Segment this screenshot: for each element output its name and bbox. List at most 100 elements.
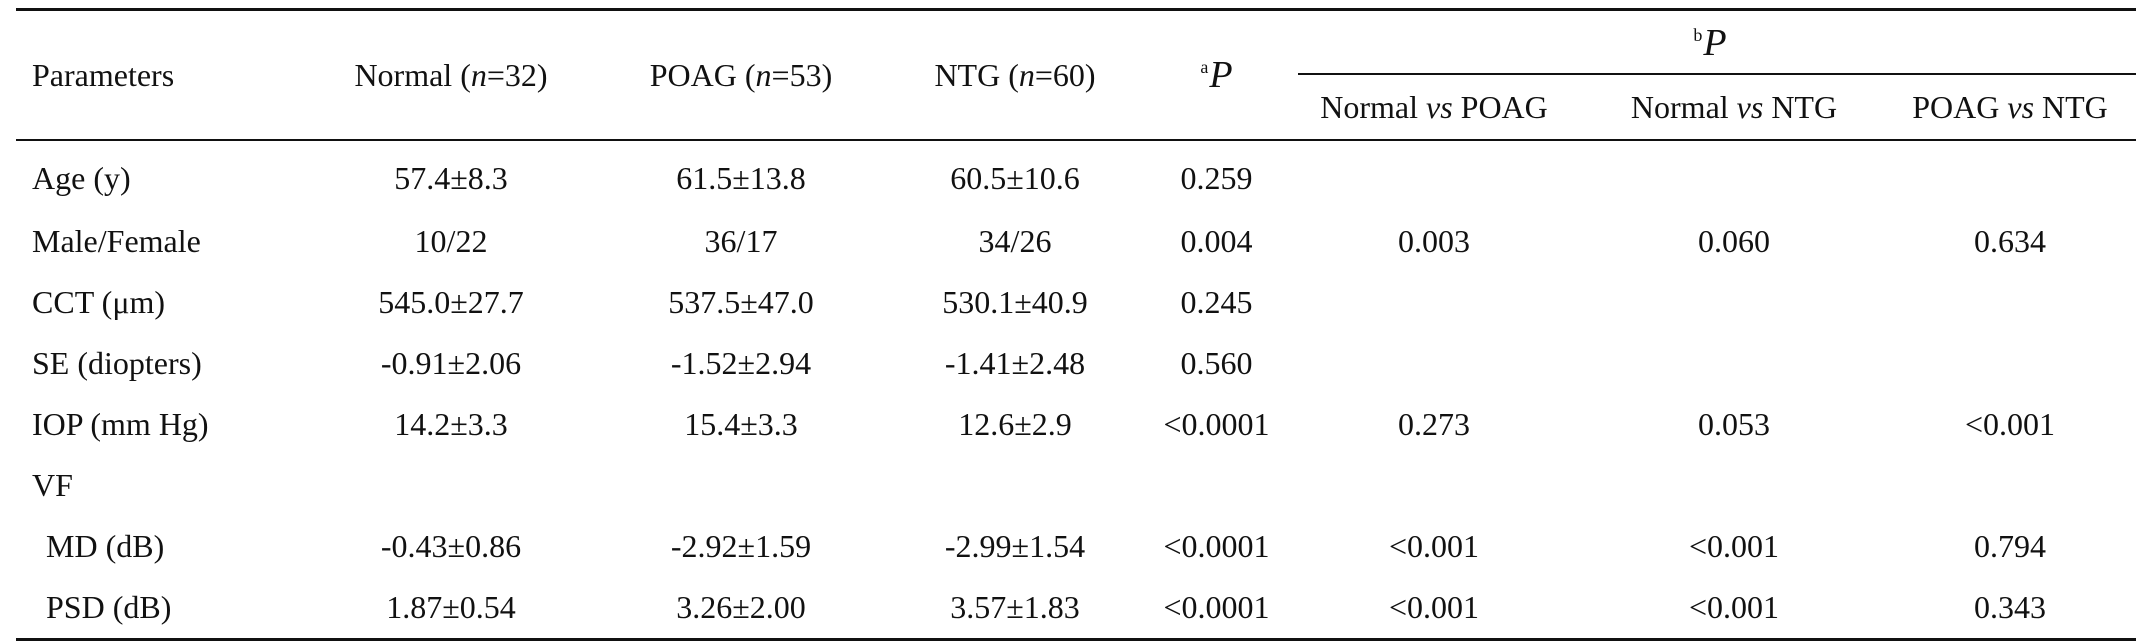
header-poag-value: =53) bbox=[771, 56, 833, 93]
cell-normal: -0.43±0.86 bbox=[380, 528, 522, 564]
table-row: Male/Female 10/22 36/17 34/26 0.004 0.00… bbox=[16, 211, 2136, 272]
cell-normal-vs-ntg: <0.001 bbox=[1688, 589, 1780, 625]
cell-normal-vs-ntg bbox=[1584, 272, 1884, 333]
cell-normal: 57.4±8.3 bbox=[394, 159, 508, 196]
cell-ntg: 530.1±40.9 bbox=[942, 284, 1088, 320]
cell-normal-vs-ntg: 0.053 bbox=[1698, 406, 1770, 442]
header-ntg-n: n bbox=[1018, 56, 1035, 93]
header-poag-n: n bbox=[755, 56, 772, 93]
cell-normal-vs-poag bbox=[1284, 272, 1584, 333]
cell-a-p: <0.0001 bbox=[1163, 406, 1270, 442]
header-ntg-value: =60) bbox=[1034, 56, 1096, 93]
cell-ntg: 12.6±2.9 bbox=[958, 406, 1072, 442]
header-b-p: bP bbox=[1284, 10, 2137, 75]
table-row: Age (y) 57.4±8.3 61.5±13.8 60.5±10.6 0.2… bbox=[16, 140, 2136, 211]
comparison-left: POAG bbox=[1912, 88, 2008, 125]
header-normal: Normal (n=32) bbox=[301, 9, 601, 141]
cell-normal: 1.87±0.54 bbox=[386, 589, 516, 625]
header-a-p-superscript: a bbox=[1200, 57, 1209, 77]
comparison-left: Normal bbox=[1630, 88, 1737, 125]
cell-poag-vs-ntg: 0.343 bbox=[1974, 589, 2047, 625]
table-row: PSD (dB) 1.87±0.54 3.26±2.00 3.57±1.83 <… bbox=[16, 577, 2137, 640]
cell-poag-vs-ntg: <0.001 bbox=[1964, 406, 2056, 442]
comparison-left: Normal bbox=[1320, 88, 1426, 125]
cell-poag-vs-ntg bbox=[1884, 272, 2136, 333]
cell-parameter: PSD (dB) bbox=[46, 589, 172, 625]
table-row: MD (dB) -0.43±0.86 -2.92±1.59 -2.99±1.54… bbox=[16, 516, 2136, 577]
cell-normal: 10/22 bbox=[414, 223, 488, 259]
cell-ntg: -1.41±2.48 bbox=[944, 345, 1086, 381]
cell-a-p: <0.0001 bbox=[1163, 589, 1270, 625]
cell-poag bbox=[601, 455, 881, 516]
cell-a-p bbox=[1149, 455, 1284, 516]
cell-poag: 61.5±13.8 bbox=[676, 159, 806, 196]
cell-a-p: 0.259 bbox=[1180, 159, 1253, 196]
cell-a-p: <0.0001 bbox=[1163, 528, 1270, 564]
cell-normal-vs-poag: <0.001 bbox=[1388, 528, 1480, 564]
cell-ntg bbox=[881, 455, 1149, 516]
table-row: CCT (μm) 545.0±27.7 537.5±47.0 530.1±40.… bbox=[16, 272, 2136, 333]
cell-normal: 14.2±3.3 bbox=[394, 406, 508, 442]
cell-poag: -1.52±2.94 bbox=[670, 345, 812, 381]
cell-normal: 545.0±27.7 bbox=[378, 284, 524, 320]
cell-poag: 15.4±3.3 bbox=[684, 406, 798, 442]
table-body: Age (y) 57.4±8.3 61.5±13.8 60.5±10.6 0.2… bbox=[16, 140, 2137, 640]
header-parameters: Parameters bbox=[16, 9, 301, 141]
header-b-p-superscript: b bbox=[1693, 25, 1703, 45]
cell-poag: 3.26±2.00 bbox=[676, 589, 806, 625]
comparison-table-container: Parameters Normal (n=32) POAG (n=53) NTG… bbox=[16, 8, 2137, 641]
header-row-1: Parameters Normal (n=32) POAG (n=53) NTG… bbox=[16, 9, 2137, 141]
cell-normal-vs-poag bbox=[1284, 140, 1584, 211]
header-a-p-symbol: P bbox=[1209, 54, 1233, 96]
cell-normal-vs-poag bbox=[1284, 455, 1584, 516]
cell-normal-vs-poag: 0.003 bbox=[1398, 223, 1470, 259]
cell-normal-vs-ntg: <0.001 bbox=[1688, 528, 1780, 564]
cell-poag-vs-ntg bbox=[1884, 333, 2136, 394]
cell-normal-vs-poag: 0.273 bbox=[1398, 406, 1470, 442]
cell-poag-vs-ntg bbox=[1884, 140, 2136, 211]
cell-a-p: 0.004 bbox=[1180, 223, 1253, 259]
header-normal-vs-ntg: Normal vs NTG bbox=[1584, 75, 1884, 141]
cell-parameter: Male/Female bbox=[32, 223, 201, 259]
table-header: Parameters Normal (n=32) POAG (n=53) NTG… bbox=[16, 9, 2137, 141]
header-row-2: Normal vs POAG Normal vs NTG POAG vs NTG bbox=[16, 75, 2137, 141]
cell-normal-vs-ntg bbox=[1584, 455, 1884, 516]
comparison-right: NTG bbox=[1763, 88, 1838, 125]
header-b-p-symbol: P bbox=[1703, 22, 1727, 64]
header-normal-label: Normal ( bbox=[354, 56, 471, 93]
header-poag-label: POAG ( bbox=[649, 56, 756, 93]
comparison-right: NTG bbox=[2034, 88, 2108, 125]
cell-ntg: 3.57±1.83 bbox=[950, 589, 1080, 625]
cell-parameter: CCT (μm) bbox=[32, 284, 166, 320]
cell-poag: 537.5±47.0 bbox=[668, 284, 814, 320]
header-normal-n: n bbox=[470, 56, 487, 93]
cell-normal-vs-poag bbox=[1284, 333, 1584, 394]
cell-normal-vs-ntg bbox=[1584, 333, 1884, 394]
cell-normal-vs-ntg bbox=[1584, 140, 1884, 211]
cell-normal-vs-poag: <0.001 bbox=[1388, 589, 1480, 625]
table-row: SE (diopters) -0.91±2.06 -1.52±2.94 -1.4… bbox=[16, 333, 2136, 394]
header-poag: POAG (n=53) bbox=[601, 9, 881, 141]
cell-parameter: MD (dB) bbox=[46, 528, 165, 564]
comparison-right: POAG bbox=[1452, 88, 1548, 125]
cell-ntg: 34/26 bbox=[978, 223, 1052, 259]
cell-normal-vs-ntg: 0.060 bbox=[1698, 223, 1770, 259]
cell-parameter: SE (diopters) bbox=[32, 345, 202, 381]
cell-poag: -2.92±1.59 bbox=[670, 528, 812, 564]
header-a-p: aP bbox=[1149, 9, 1284, 141]
cell-normal: -0.91±2.06 bbox=[380, 345, 522, 381]
header-ntg: NTG (n=60) bbox=[881, 9, 1149, 141]
table-row-group-header: VF bbox=[16, 455, 2136, 516]
cell-poag-vs-ntg bbox=[1884, 455, 2136, 516]
cell-normal bbox=[301, 455, 601, 516]
cell-ntg: -2.99±1.54 bbox=[944, 528, 1086, 564]
cell-a-p: 0.245 bbox=[1180, 284, 1253, 320]
comparison-vs: vs bbox=[2007, 88, 2035, 125]
cell-poag-vs-ntg: 0.634 bbox=[1974, 223, 2047, 259]
cell-parameter-group: VF bbox=[32, 467, 73, 503]
header-poag-vs-ntg: POAG vs NTG bbox=[1884, 75, 2137, 141]
header-normal-vs-poag: Normal vs POAG bbox=[1284, 75, 1584, 141]
header-b-p-underline bbox=[1298, 73, 2137, 75]
cell-parameter: Age (y) bbox=[32, 159, 131, 196]
header-ntg-label: NTG ( bbox=[934, 56, 1019, 93]
